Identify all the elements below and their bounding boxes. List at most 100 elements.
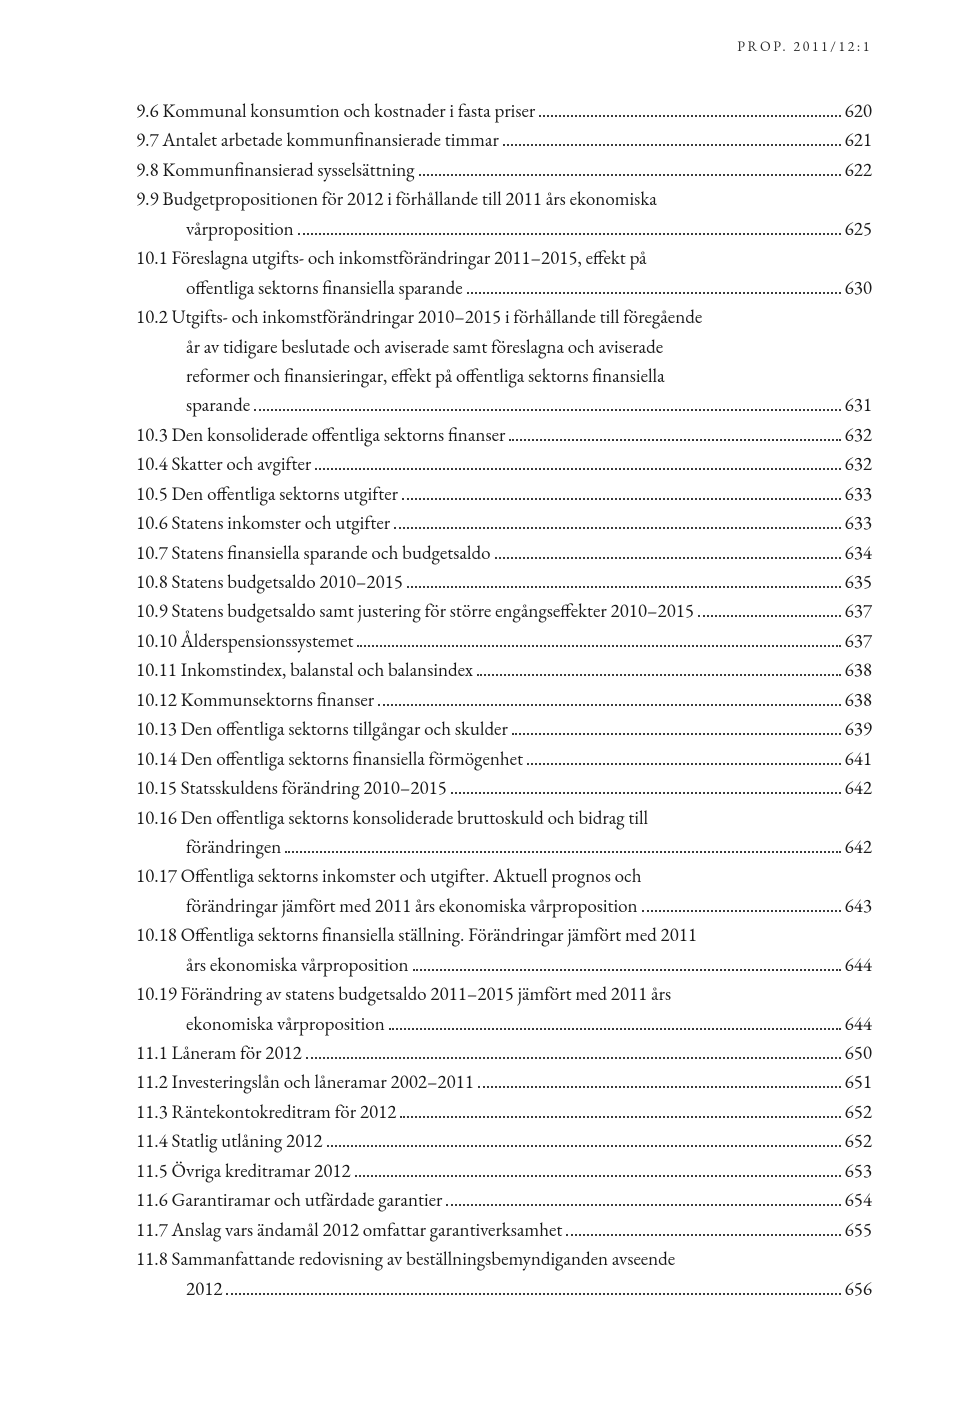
toc-entry-first-line: 10.17 Offentliga sektorns inkomster och … — [136, 861, 642, 890]
toc-leader — [509, 422, 840, 441]
toc-page-number: 656 — [845, 1274, 872, 1303]
toc-entry: ekonomiska vårproposition 644 — [136, 1009, 872, 1038]
toc-entry: 10.4 Skatter och avgifter 632 — [136, 449, 872, 478]
toc-leader — [451, 775, 841, 794]
toc-page-number: 654 — [845, 1185, 872, 1214]
toc-page-number: 634 — [845, 538, 872, 567]
toc-page-number: 632 — [845, 449, 872, 478]
toc-entry: 10.8 Statens budgetsaldo 2010–2015 635 — [136, 567, 872, 596]
toc-leader — [327, 1128, 841, 1147]
toc-entry: 10.2 Utgifts- och inkomstförändringar 20… — [136, 302, 872, 331]
toc-entry: sparande631 — [136, 390, 872, 419]
toc-leader — [698, 598, 841, 617]
toc-entry: 10.12 Kommunsektorns finanser638 — [136, 685, 872, 714]
toc-entry: 10.16 Den offentliga sektorns konsolider… — [136, 803, 872, 832]
toc-entry-continuation: offentliga sektorns finansiella sparande — [136, 273, 463, 302]
toc-page-number: 652 — [845, 1097, 872, 1126]
toc-page-number: 653 — [845, 1156, 872, 1185]
toc-entry-first-line: 10.10 Ålderspensionssystemet — [136, 626, 353, 655]
toc-leader — [389, 1010, 841, 1029]
toc-entry: 10.13 Den offentliga sektorns tillgångar… — [136, 714, 872, 743]
toc-entry: 10.18 Offentliga sektorns finansiella st… — [136, 920, 872, 949]
toc-page-number: 620 — [845, 96, 872, 125]
toc-entry: 11.2 Investeringslån och låneramar 2002–… — [136, 1067, 872, 1096]
toc-page-number: 637 — [845, 626, 872, 655]
toc-entry: 9.8 Kommunfinansierad sysselsättning622 — [136, 155, 872, 184]
toc-entry: förändringen 642 — [136, 832, 872, 861]
toc-entry: 11.3 Räntekontokreditram för 2012652 — [136, 1097, 872, 1126]
toc-page-number: 639 — [845, 714, 872, 743]
toc-entry: 2012 656 — [136, 1274, 872, 1303]
toc-entry: 11.7 Anslag vars ändamål 2012 omfattar g… — [136, 1215, 872, 1244]
toc-page-number: 644 — [845, 1009, 872, 1038]
toc-entry: 11.1 Låneram för 2012 650 — [136, 1038, 872, 1067]
toc-leader — [306, 1040, 841, 1059]
toc-entry-first-line: 9.6 Kommunal konsumtion och kostnader i … — [136, 96, 535, 125]
toc-entry-first-line: 10.4 Skatter och avgifter — [136, 449, 311, 478]
toc-entry-first-line: 10.11 Inkomstindex, balanstal och balans… — [136, 655, 473, 684]
toc-leader — [355, 1158, 841, 1177]
toc-entry-continuation: ekonomiska vårproposition — [136, 1009, 385, 1038]
toc-entry: 10.9 Statens budgetsaldo samt justering … — [136, 596, 872, 625]
toc-entry-continuation: år av tidigare beslutade och aviserade s… — [136, 332, 663, 361]
toc-entry-first-line: 9.7 Antalet arbetade kommunfinansierade … — [136, 125, 499, 154]
toc-entry: 11.8 Sammanfattande redovisning av bestä… — [136, 1244, 872, 1273]
toc-entry-first-line: 10.18 Offentliga sektorns finansiella st… — [136, 920, 697, 949]
toc-entry-first-line: 10.15 Statsskuldens förändring 2010–2015 — [136, 773, 447, 802]
toc-entry-first-line: 10.5 Den offentliga sektorns utgifter — [136, 479, 398, 508]
toc-entry: vårproposition625 — [136, 214, 872, 243]
toc-entry: 9.7 Antalet arbetade kommunfinansierade … — [136, 125, 872, 154]
toc-entry: 11.4 Statlig utlåning 2012652 — [136, 1126, 872, 1155]
toc-leader — [285, 834, 840, 853]
toc-page-number: 652 — [845, 1126, 872, 1155]
toc-entry-first-line: 10.8 Statens budgetsaldo 2010–2015 — [136, 567, 403, 596]
running-head: PROP. 2011/12:1 — [737, 38, 872, 56]
toc-page-number: 642 — [845, 832, 872, 861]
toc-entry-first-line: 10.19 Förändring av statens budgetsaldo … — [136, 979, 671, 1008]
toc-page-number: 622 — [845, 155, 872, 184]
toc-leader — [467, 275, 841, 294]
toc-entry-continuation: förändringen — [136, 832, 281, 861]
toc-entry-first-line: 11.1 Låneram för 2012 — [136, 1038, 302, 1067]
toc-leader — [394, 510, 841, 529]
toc-page-number: 635 — [845, 567, 872, 596]
toc-leader — [527, 746, 841, 765]
toc-entry-first-line: 11.7 Anslag vars ändamål 2012 omfattar g… — [136, 1215, 562, 1244]
toc-entry: förändringar jämfört med 2011 års ekonom… — [136, 891, 872, 920]
toc-entry-continuation: 2012 — [136, 1274, 222, 1303]
toc-entry: 11.6 Garantiramar och utfärdade garantie… — [136, 1185, 872, 1214]
toc-entry: 10.11 Inkomstindex, balanstal och balans… — [136, 655, 872, 684]
toc-leader — [378, 687, 840, 706]
toc-page-number: 638 — [845, 655, 872, 684]
toc-leader — [642, 893, 841, 912]
toc-entry-first-line: 10.7 Statens finansiella sparande och bu… — [136, 538, 491, 567]
toc-page-number: 650 — [845, 1038, 872, 1067]
toc-entry-first-line: 10.6 Statens inkomster och utgifter — [136, 508, 390, 537]
toc-leader — [315, 451, 840, 470]
toc-entry-first-line: 10.2 Utgifts- och inkomstförändringar 20… — [136, 302, 702, 331]
toc-entry-continuation: sparande — [136, 390, 250, 419]
toc-page-number: 621 — [845, 125, 872, 154]
toc-entry: 10.14 Den offentliga sektorns finansiell… — [136, 744, 872, 773]
toc-entry-first-line: 10.9 Statens budgetsaldo samt justering … — [136, 596, 694, 625]
toc-entry-first-line: 10.12 Kommunsektorns finanser — [136, 685, 374, 714]
page: PROP. 2011/12:1 9.6 Kommunal konsumtion … — [0, 0, 960, 1421]
toc-leader — [539, 98, 840, 117]
toc-leader — [400, 1099, 840, 1118]
toc-leader — [407, 569, 841, 588]
toc-entry-first-line: 11.2 Investeringslån och låneramar 2002–… — [136, 1067, 474, 1096]
toc-entry: reformer och finansieringar, effekt på o… — [136, 361, 872, 390]
toc-leader — [503, 127, 841, 146]
toc-page-number: 633 — [845, 508, 872, 537]
toc-entry: 10.3 Den konsoliderade offentliga sektor… — [136, 420, 872, 449]
toc-entry: år av tidigare beslutade och aviserade s… — [136, 332, 872, 361]
toc-page-number: 633 — [845, 479, 872, 508]
toc-entry-continuation: förändringar jämfört med 2011 års ekonom… — [136, 891, 638, 920]
toc-leader — [495, 539, 841, 558]
toc-entry: 10.6 Statens inkomster och utgifter 633 — [136, 508, 872, 537]
toc-leader — [402, 481, 841, 500]
toc-leader — [512, 716, 841, 735]
toc-entry-continuation: års ekonomiska vårproposition — [136, 950, 409, 979]
table-of-contents: 9.6 Kommunal konsumtion och kostnader i … — [136, 96, 872, 1303]
toc-entry: 9.9 Budgetpropositionen för 2012 i förhå… — [136, 184, 872, 213]
